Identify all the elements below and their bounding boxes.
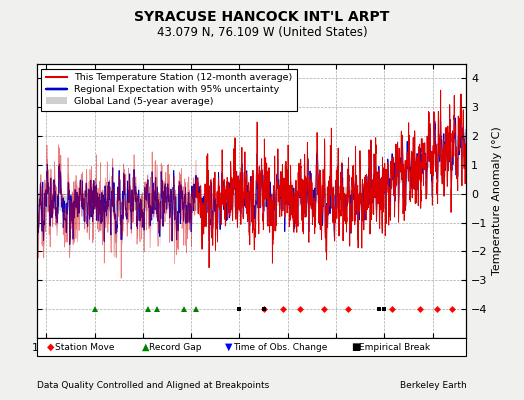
Text: SYRACUSE HANCOCK INT'L ARPT: SYRACUSE HANCOCK INT'L ARPT	[134, 10, 390, 24]
Text: Empirical Break: Empirical Break	[359, 342, 430, 352]
Text: ▲: ▲	[141, 342, 149, 352]
Text: Time of Obs. Change: Time of Obs. Change	[233, 342, 328, 352]
Text: Station Move: Station Move	[55, 342, 115, 352]
Y-axis label: Temperature Anomaly (°C): Temperature Anomaly (°C)	[492, 127, 502, 275]
Text: ◆: ◆	[47, 342, 54, 352]
Text: 43.079 N, 76.109 W (United States): 43.079 N, 76.109 W (United States)	[157, 26, 367, 39]
Text: Berkeley Earth: Berkeley Earth	[400, 381, 466, 390]
Text: ■: ■	[351, 342, 361, 352]
Text: Data Quality Controlled and Aligned at Breakpoints: Data Quality Controlled and Aligned at B…	[37, 381, 269, 390]
Text: ▼: ▼	[225, 342, 233, 352]
Text: Record Gap: Record Gap	[149, 342, 202, 352]
Legend: This Temperature Station (12-month average), Regional Expectation with 95% uncer: This Temperature Station (12-month avera…	[41, 69, 298, 111]
